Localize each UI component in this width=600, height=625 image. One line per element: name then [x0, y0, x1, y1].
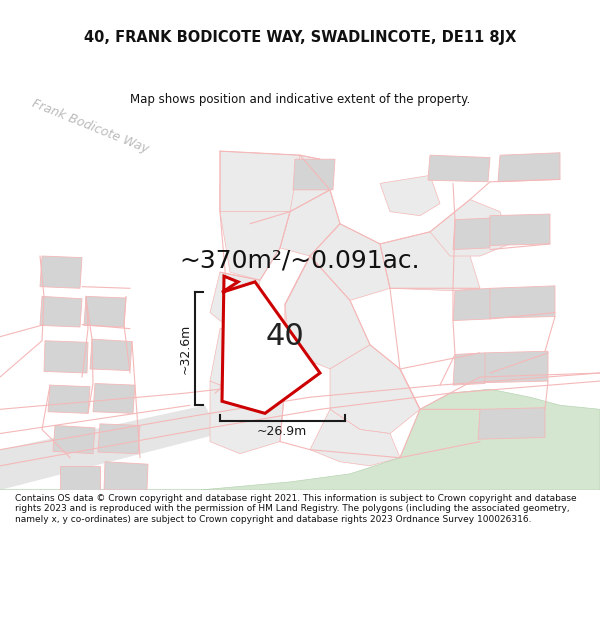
Polygon shape: [488, 214, 550, 246]
Polygon shape: [222, 276, 320, 413]
Polygon shape: [210, 321, 265, 393]
Polygon shape: [220, 212, 290, 280]
Polygon shape: [498, 152, 560, 182]
Polygon shape: [453, 353, 485, 385]
Polygon shape: [40, 256, 82, 288]
Polygon shape: [44, 341, 88, 373]
Polygon shape: [104, 462, 148, 490]
Polygon shape: [0, 405, 220, 490]
Polygon shape: [453, 288, 490, 321]
Text: Frank Bodicote Way: Frank Bodicote Way: [30, 97, 151, 156]
Polygon shape: [478, 408, 545, 439]
Polygon shape: [60, 466, 100, 490]
Polygon shape: [330, 345, 420, 434]
Text: ~370m²/~0.091ac.: ~370m²/~0.091ac.: [179, 248, 421, 272]
Polygon shape: [428, 155, 490, 182]
Polygon shape: [220, 151, 300, 212]
Polygon shape: [380, 176, 440, 216]
Text: ~26.9m: ~26.9m: [257, 426, 307, 438]
Polygon shape: [220, 155, 330, 224]
Polygon shape: [40, 296, 82, 327]
Text: 40, FRANK BODICOTE WAY, SWADLINCOTE, DE11 8JX: 40, FRANK BODICOTE WAY, SWADLINCOTE, DE1…: [84, 30, 516, 45]
Polygon shape: [483, 351, 548, 382]
Polygon shape: [488, 286, 555, 318]
Polygon shape: [310, 409, 400, 466]
Polygon shape: [310, 224, 390, 301]
Polygon shape: [53, 426, 95, 454]
Polygon shape: [430, 199, 510, 256]
Polygon shape: [93, 384, 135, 413]
Polygon shape: [285, 256, 370, 369]
Text: Contains OS data © Crown copyright and database right 2021. This information is : Contains OS data © Crown copyright and d…: [15, 494, 577, 524]
Polygon shape: [453, 218, 490, 249]
Polygon shape: [210, 272, 260, 329]
Polygon shape: [380, 232, 480, 291]
Polygon shape: [84, 296, 126, 327]
Polygon shape: [98, 424, 140, 454]
Text: ~32.6m: ~32.6m: [179, 324, 191, 374]
Polygon shape: [0, 389, 600, 490]
Polygon shape: [293, 159, 335, 190]
Polygon shape: [90, 339, 132, 371]
Text: Map shows position and indicative extent of the property.: Map shows position and indicative extent…: [130, 93, 470, 106]
Polygon shape: [280, 190, 340, 256]
Text: 40: 40: [266, 322, 304, 351]
Polygon shape: [48, 385, 90, 413]
Polygon shape: [210, 369, 285, 454]
